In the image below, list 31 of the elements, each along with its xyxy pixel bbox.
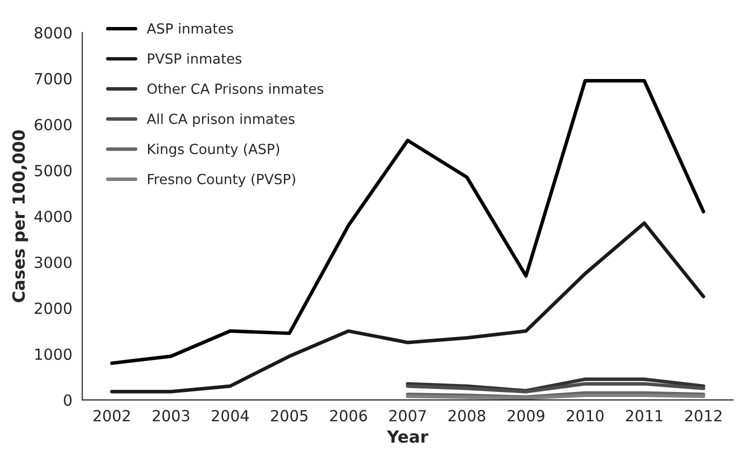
- y-tick-label: 6000: [34, 118, 72, 130]
- legend-label: Fresno County (PVSP): [148, 174, 296, 187]
- x-tick-label: 2008: [448, 410, 486, 422]
- y-tick-label: 3000: [34, 256, 72, 268]
- line-series: [110, 79, 706, 365]
- y-axis-title: Cases per 100,000: [12, 130, 28, 302]
- x-tick-label: 2009: [508, 410, 544, 422]
- x-tick-label: 2002: [94, 410, 130, 422]
- legend-label: ASP inmates: [146, 23, 234, 34]
- x-tick-label: 2004: [212, 410, 249, 422]
- legend-label: Kings County (ASP): [148, 143, 280, 157]
- x-tick-label: 2012: [685, 410, 722, 422]
- x-tick-label: 2010: [566, 410, 604, 422]
- x-tick-label: 2011: [626, 410, 662, 422]
- legend-label: Other CA Prisons inmates: [147, 83, 324, 94]
- line-series: [406, 382, 706, 394]
- y-tick-label: 1000: [35, 348, 72, 360]
- legend-label: PVSP inmates: [148, 53, 242, 64]
- x-tick-label: 2007: [389, 410, 426, 422]
- y-tick-label: 7000: [34, 72, 72, 84]
- y-tick-label: 2000: [34, 302, 72, 314]
- y-tick-label: 4000: [34, 210, 72, 222]
- x-axis-title: Year: [386, 430, 428, 443]
- line-series: [110, 221, 706, 394]
- x-tick-label: 2005: [271, 410, 308, 422]
- y-tick-label: 5000: [34, 164, 72, 176]
- y-tick-label: 8000: [34, 27, 72, 39]
- x-tick-label: 2006: [330, 410, 367, 422]
- y-tick-label: 0: [64, 394, 72, 406]
- legend-label: All CA prison inmates: [146, 113, 295, 127]
- x-tick-label: 2003: [152, 410, 190, 422]
